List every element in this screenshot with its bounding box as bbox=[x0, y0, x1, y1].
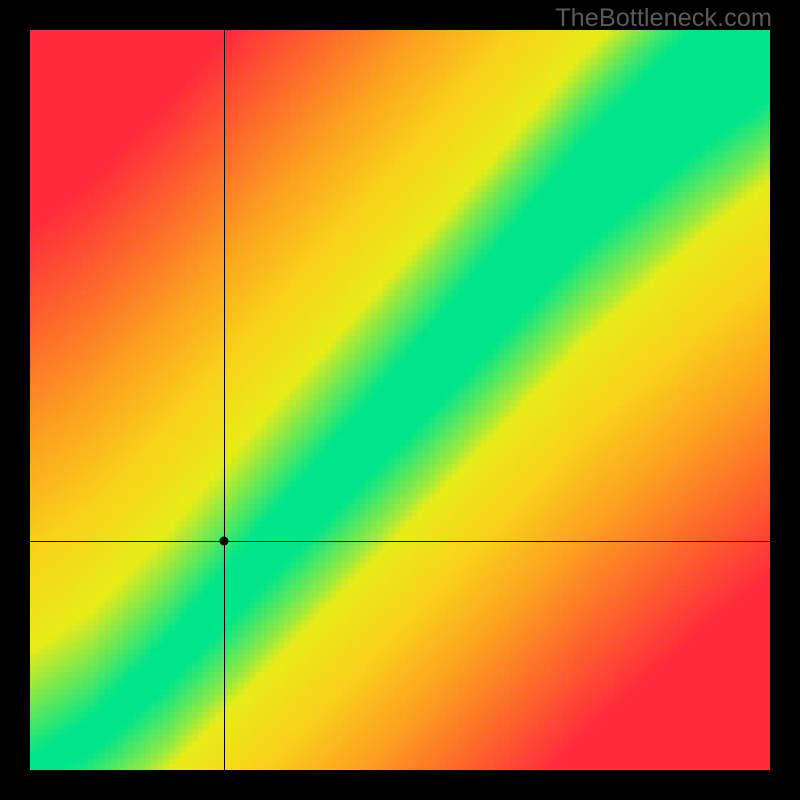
crosshair-horizontal bbox=[30, 541, 770, 542]
attribution-text: TheBottleneck.com bbox=[555, 4, 772, 33]
selected-point-marker bbox=[219, 536, 228, 545]
heatmap-canvas bbox=[30, 30, 770, 770]
crosshair-vertical bbox=[224, 30, 225, 770]
bottleneck-heatmap-plot bbox=[30, 30, 770, 770]
